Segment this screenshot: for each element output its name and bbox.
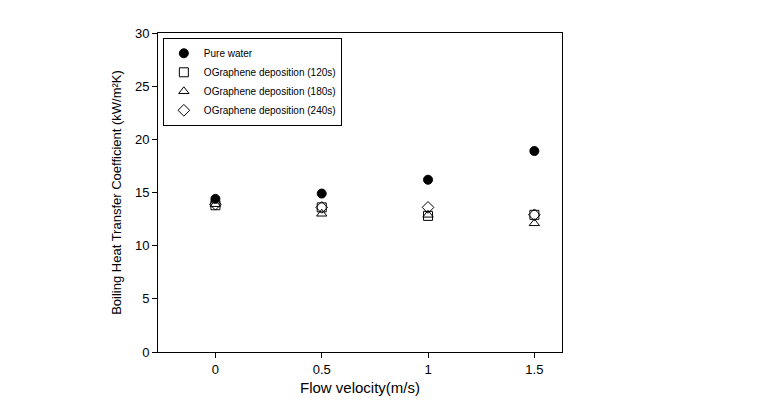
svg-text:OGraphene deposition (180s): OGraphene deposition (180s) <box>204 86 336 97</box>
svg-text:15: 15 <box>135 185 149 200</box>
svg-text:30: 30 <box>135 26 149 41</box>
svg-text:25: 25 <box>135 79 149 94</box>
svg-text:0: 0 <box>212 362 219 377</box>
svg-text:OGraphene deposition (120s): OGraphene deposition (120s) <box>204 67 336 78</box>
svg-text:Boiling Heat Transfer Coeffici: Boiling Heat Transfer Coefficient (kW/m²… <box>109 70 124 315</box>
svg-text:1: 1 <box>424 362 431 377</box>
svg-text:Flow velocity(m/s): Flow velocity(m/s) <box>300 379 420 396</box>
svg-text:5: 5 <box>142 291 149 306</box>
svg-text:20: 20 <box>135 132 149 147</box>
svg-text:0: 0 <box>142 345 149 360</box>
svg-text:Pure water: Pure water <box>204 48 253 59</box>
svg-text:0.5: 0.5 <box>313 362 331 377</box>
svg-text:10: 10 <box>135 238 149 253</box>
svg-text:1.5: 1.5 <box>525 362 543 377</box>
svg-text:OGraphene deposition (240s): OGraphene deposition (240s) <box>204 105 336 116</box>
